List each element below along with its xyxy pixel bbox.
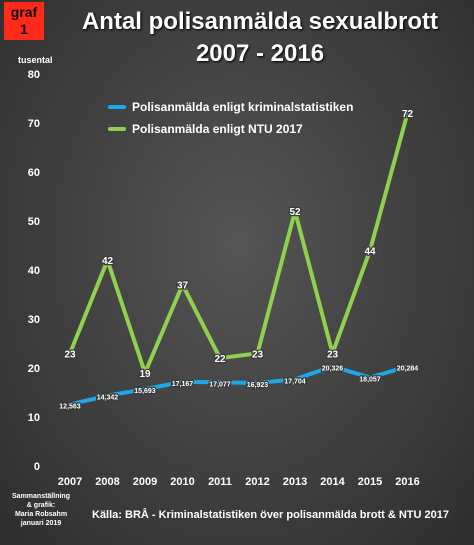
legend-item-ntu: Polisanmälda enligt NTU 2017 — [108, 118, 353, 140]
credit-line: & grafik: — [26, 502, 56, 509]
source-text: Källa: BRÅ - Kriminalstatistiken över po… — [92, 509, 449, 521]
y-tick-label: 20 — [28, 363, 40, 375]
data-label: 52 — [289, 207, 301, 218]
legend-label: Polisanmälda enligt NTU 2017 — [132, 122, 303, 136]
data-label: 42 — [102, 256, 114, 267]
legend-swatch-green — [108, 127, 126, 131]
x-tick-label: 2011 — [208, 476, 232, 488]
chart-subtitle: 2007 - 2016 — [195, 40, 325, 67]
data-label: 23 — [252, 349, 264, 360]
credit-line: Maria Robsahm — [14, 511, 68, 518]
legend: Polisanmälda enligt kriminalstatistiken … — [108, 96, 353, 140]
x-tick-label: 2009 — [133, 476, 157, 488]
data-label: 23 — [64, 349, 76, 360]
data-label: 17,167 — [172, 381, 194, 388]
y-tick-label: 70 — [28, 118, 40, 130]
data-label: 72 — [402, 109, 414, 120]
y-tick-label: 30 — [28, 314, 40, 326]
data-label: 14,342 — [97, 395, 119, 402]
x-tick-label: 2015 — [358, 476, 382, 488]
x-tick-label: 2013 — [283, 476, 307, 488]
x-tick-label: 2014 — [320, 476, 345, 488]
data-label: 12,563 — [59, 403, 81, 410]
y-axis-label: tusental — [18, 55, 53, 65]
legend-swatch-blue — [108, 105, 126, 109]
data-label: 17,704 — [284, 378, 306, 385]
x-tick-label: 2007 — [58, 476, 82, 488]
y-tick-label: 40 — [28, 265, 40, 277]
credit-line: januari 2019 — [20, 520, 62, 527]
data-label: 23 — [327, 349, 339, 360]
x-tick-label: 2008 — [95, 476, 119, 488]
data-label: 22 — [214, 354, 226, 365]
data-label: 20,284 — [397, 366, 419, 373]
series-line-ntu — [68, 111, 410, 375]
chart-badge: graf 1 — [4, 2, 44, 40]
y-tick-label: 10 — [28, 412, 40, 424]
data-label: 15,693 — [134, 388, 156, 395]
legend-label: Polisanmälda enligt kriminalstatistiken — [132, 100, 354, 114]
y-tick-label: 50 — [28, 216, 40, 228]
series-line-kriminalstatistik — [68, 364, 410, 407]
data-label: 16,923 — [247, 382, 269, 389]
y-tick-label: 0 — [34, 461, 40, 473]
badge-line1: graf — [10, 4, 38, 20]
badge-line2: 1 — [20, 21, 28, 37]
data-label: 20,326 — [322, 365, 344, 372]
legend-item-kriminalstatistik: Polisanmälda enligt kriminalstatistiken — [108, 96, 353, 118]
y-tick-label: 60 — [28, 167, 40, 179]
x-tick-label: 2010 — [170, 476, 194, 488]
data-label: 44 — [364, 246, 376, 257]
credit-line: Sammanställning — [12, 493, 70, 500]
data-label: 37 — [177, 281, 189, 292]
data-label: 19 — [139, 369, 151, 380]
x-tick-label: 2016 — [395, 476, 419, 488]
credit-text: Sammanställning & grafik: Maria Robsahm … — [6, 492, 76, 528]
y-tick-label: 80 — [28, 69, 40, 81]
x-tick-label: 2012 — [245, 476, 269, 488]
data-label: 17,077 — [209, 381, 231, 388]
data-label: 18,057 — [359, 377, 381, 384]
chart-title: Antal polisanmälda sexualbrott — [81, 8, 439, 35]
